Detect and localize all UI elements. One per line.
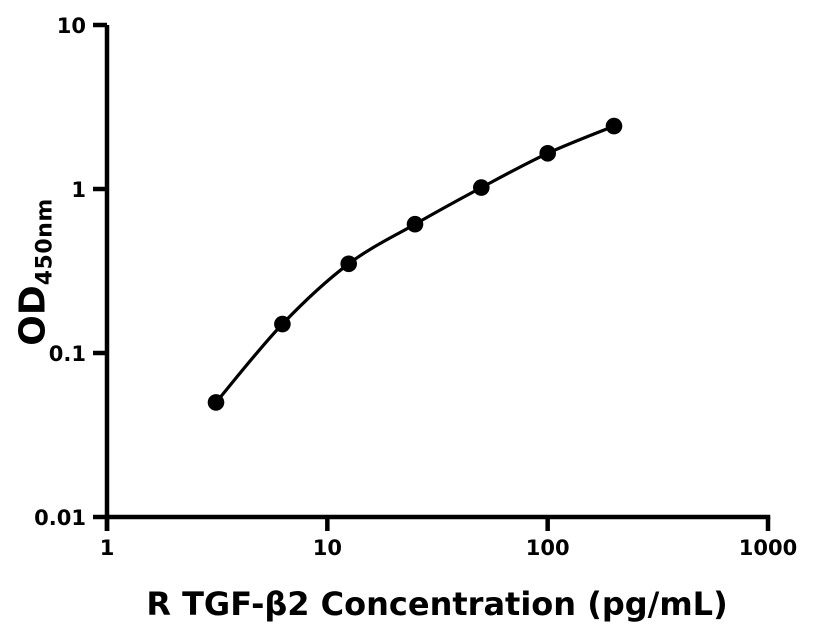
y-axis-title-main: OD: [12, 285, 54, 346]
standard-curve-line: [214, 124, 615, 404]
data-point-marker: [539, 145, 556, 162]
x-axis-title-text: R TGF-β2 Concentration (pg/mL): [146, 585, 728, 623]
data-point-marker: [473, 179, 490, 196]
data-point-marker: [340, 255, 358, 273]
x-tick-label: 10: [313, 536, 342, 560]
data-point-marker: [274, 315, 291, 333]
y-tick-label: 0.01: [34, 506, 86, 530]
y-tick-label: 10: [57, 14, 86, 38]
data-point-marker: [406, 215, 424, 233]
x-axis-title: R TGF-β2 Concentration (pg/mL): [146, 585, 727, 623]
y-tick-label: 1: [71, 178, 86, 202]
x-tick-label: 1: [100, 536, 115, 560]
x-tick-label: 1000: [739, 536, 797, 560]
x-tick-label: 100: [526, 536, 570, 560]
data-point-marker: [207, 394, 225, 411]
y-axis-title-subscript: 450nm: [32, 198, 58, 286]
y-tick-label: 0.1: [49, 342, 86, 366]
data-point-marker: [605, 117, 623, 135]
